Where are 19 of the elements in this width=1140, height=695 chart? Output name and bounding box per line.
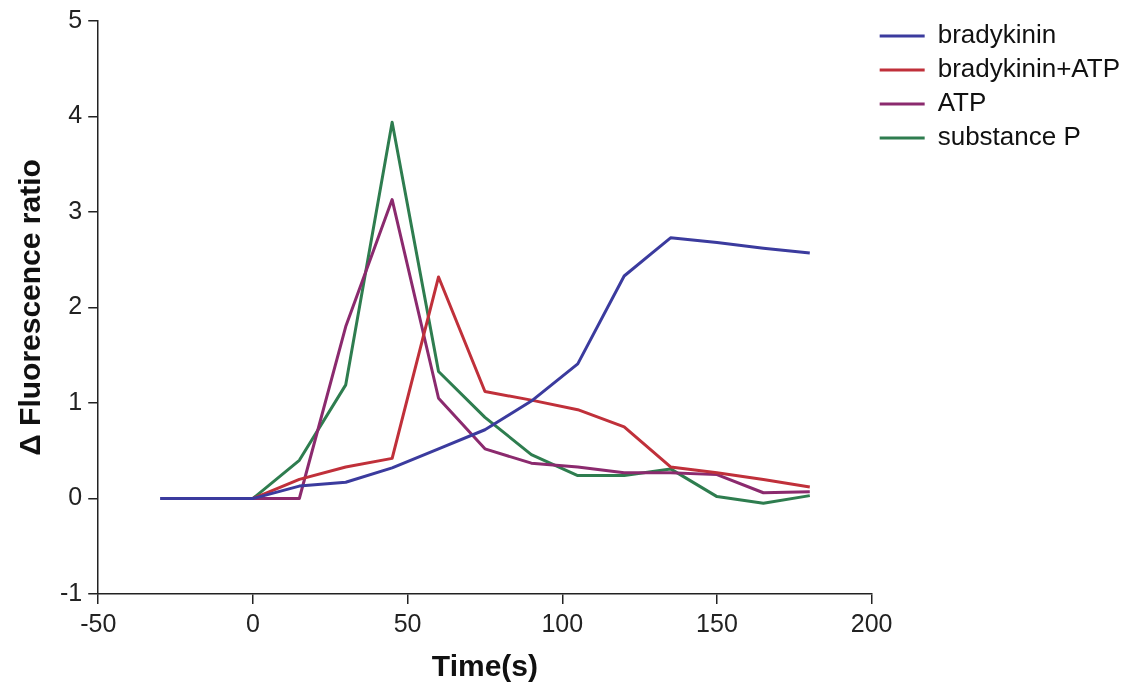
x-tick-label: 50 bbox=[393, 608, 422, 637]
y-tick-label: 5 bbox=[68, 4, 83, 33]
y-tick-label: 2 bbox=[68, 291, 83, 320]
y-tick-label: 1 bbox=[68, 386, 83, 415]
x-axis-title: Time(s) bbox=[431, 649, 539, 683]
y-tick-label: 0 bbox=[68, 482, 83, 511]
y-tick-label: 4 bbox=[68, 100, 83, 129]
x-tick-label: -50 bbox=[80, 608, 117, 637]
legend-label: substance P bbox=[937, 121, 1081, 152]
legend-label: bradykinin bbox=[937, 19, 1057, 50]
x-tick-label: 150 bbox=[696, 608, 738, 637]
x-tick-label: 200 bbox=[850, 608, 893, 637]
y-axis-title: Δ Fluorescence ratio bbox=[13, 159, 47, 456]
y-tick-label: 3 bbox=[68, 195, 83, 224]
x-tick-label: 0 bbox=[245, 608, 260, 637]
x-tick-label: 100 bbox=[541, 608, 584, 637]
legend-label: bradykinin+ATP bbox=[937, 53, 1121, 84]
y-tick-label: -1 bbox=[59, 577, 83, 606]
legend-label: ATP bbox=[937, 87, 987, 118]
